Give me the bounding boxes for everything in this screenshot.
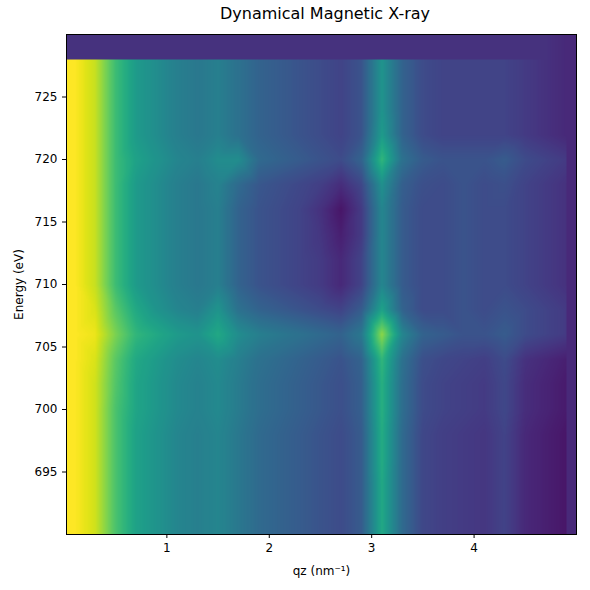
svg-text:Energy (eV): Energy (eV) — [12, 249, 26, 320]
svg-text:705: 705 — [35, 340, 58, 354]
svg-text:2: 2 — [265, 541, 273, 555]
svg-text:710: 710 — [35, 277, 58, 291]
svg-text:720: 720 — [35, 152, 58, 166]
svg-text:1: 1 — [163, 541, 171, 555]
html-text:Dynamical Magnetic X-ray: Dynamical Magnetic X-ray — [220, 4, 430, 23]
svg-text:725: 725 — [35, 90, 58, 104]
svg-text:695: 695 — [35, 465, 58, 479]
svg-text:700: 700 — [35, 402, 58, 416]
svg-text:3: 3 — [368, 541, 376, 555]
svg-text:715: 715 — [35, 215, 58, 229]
svg-text:4: 4 — [470, 541, 478, 555]
svg-text:qz (nm⁻¹): qz (nm⁻¹) — [293, 564, 351, 578]
